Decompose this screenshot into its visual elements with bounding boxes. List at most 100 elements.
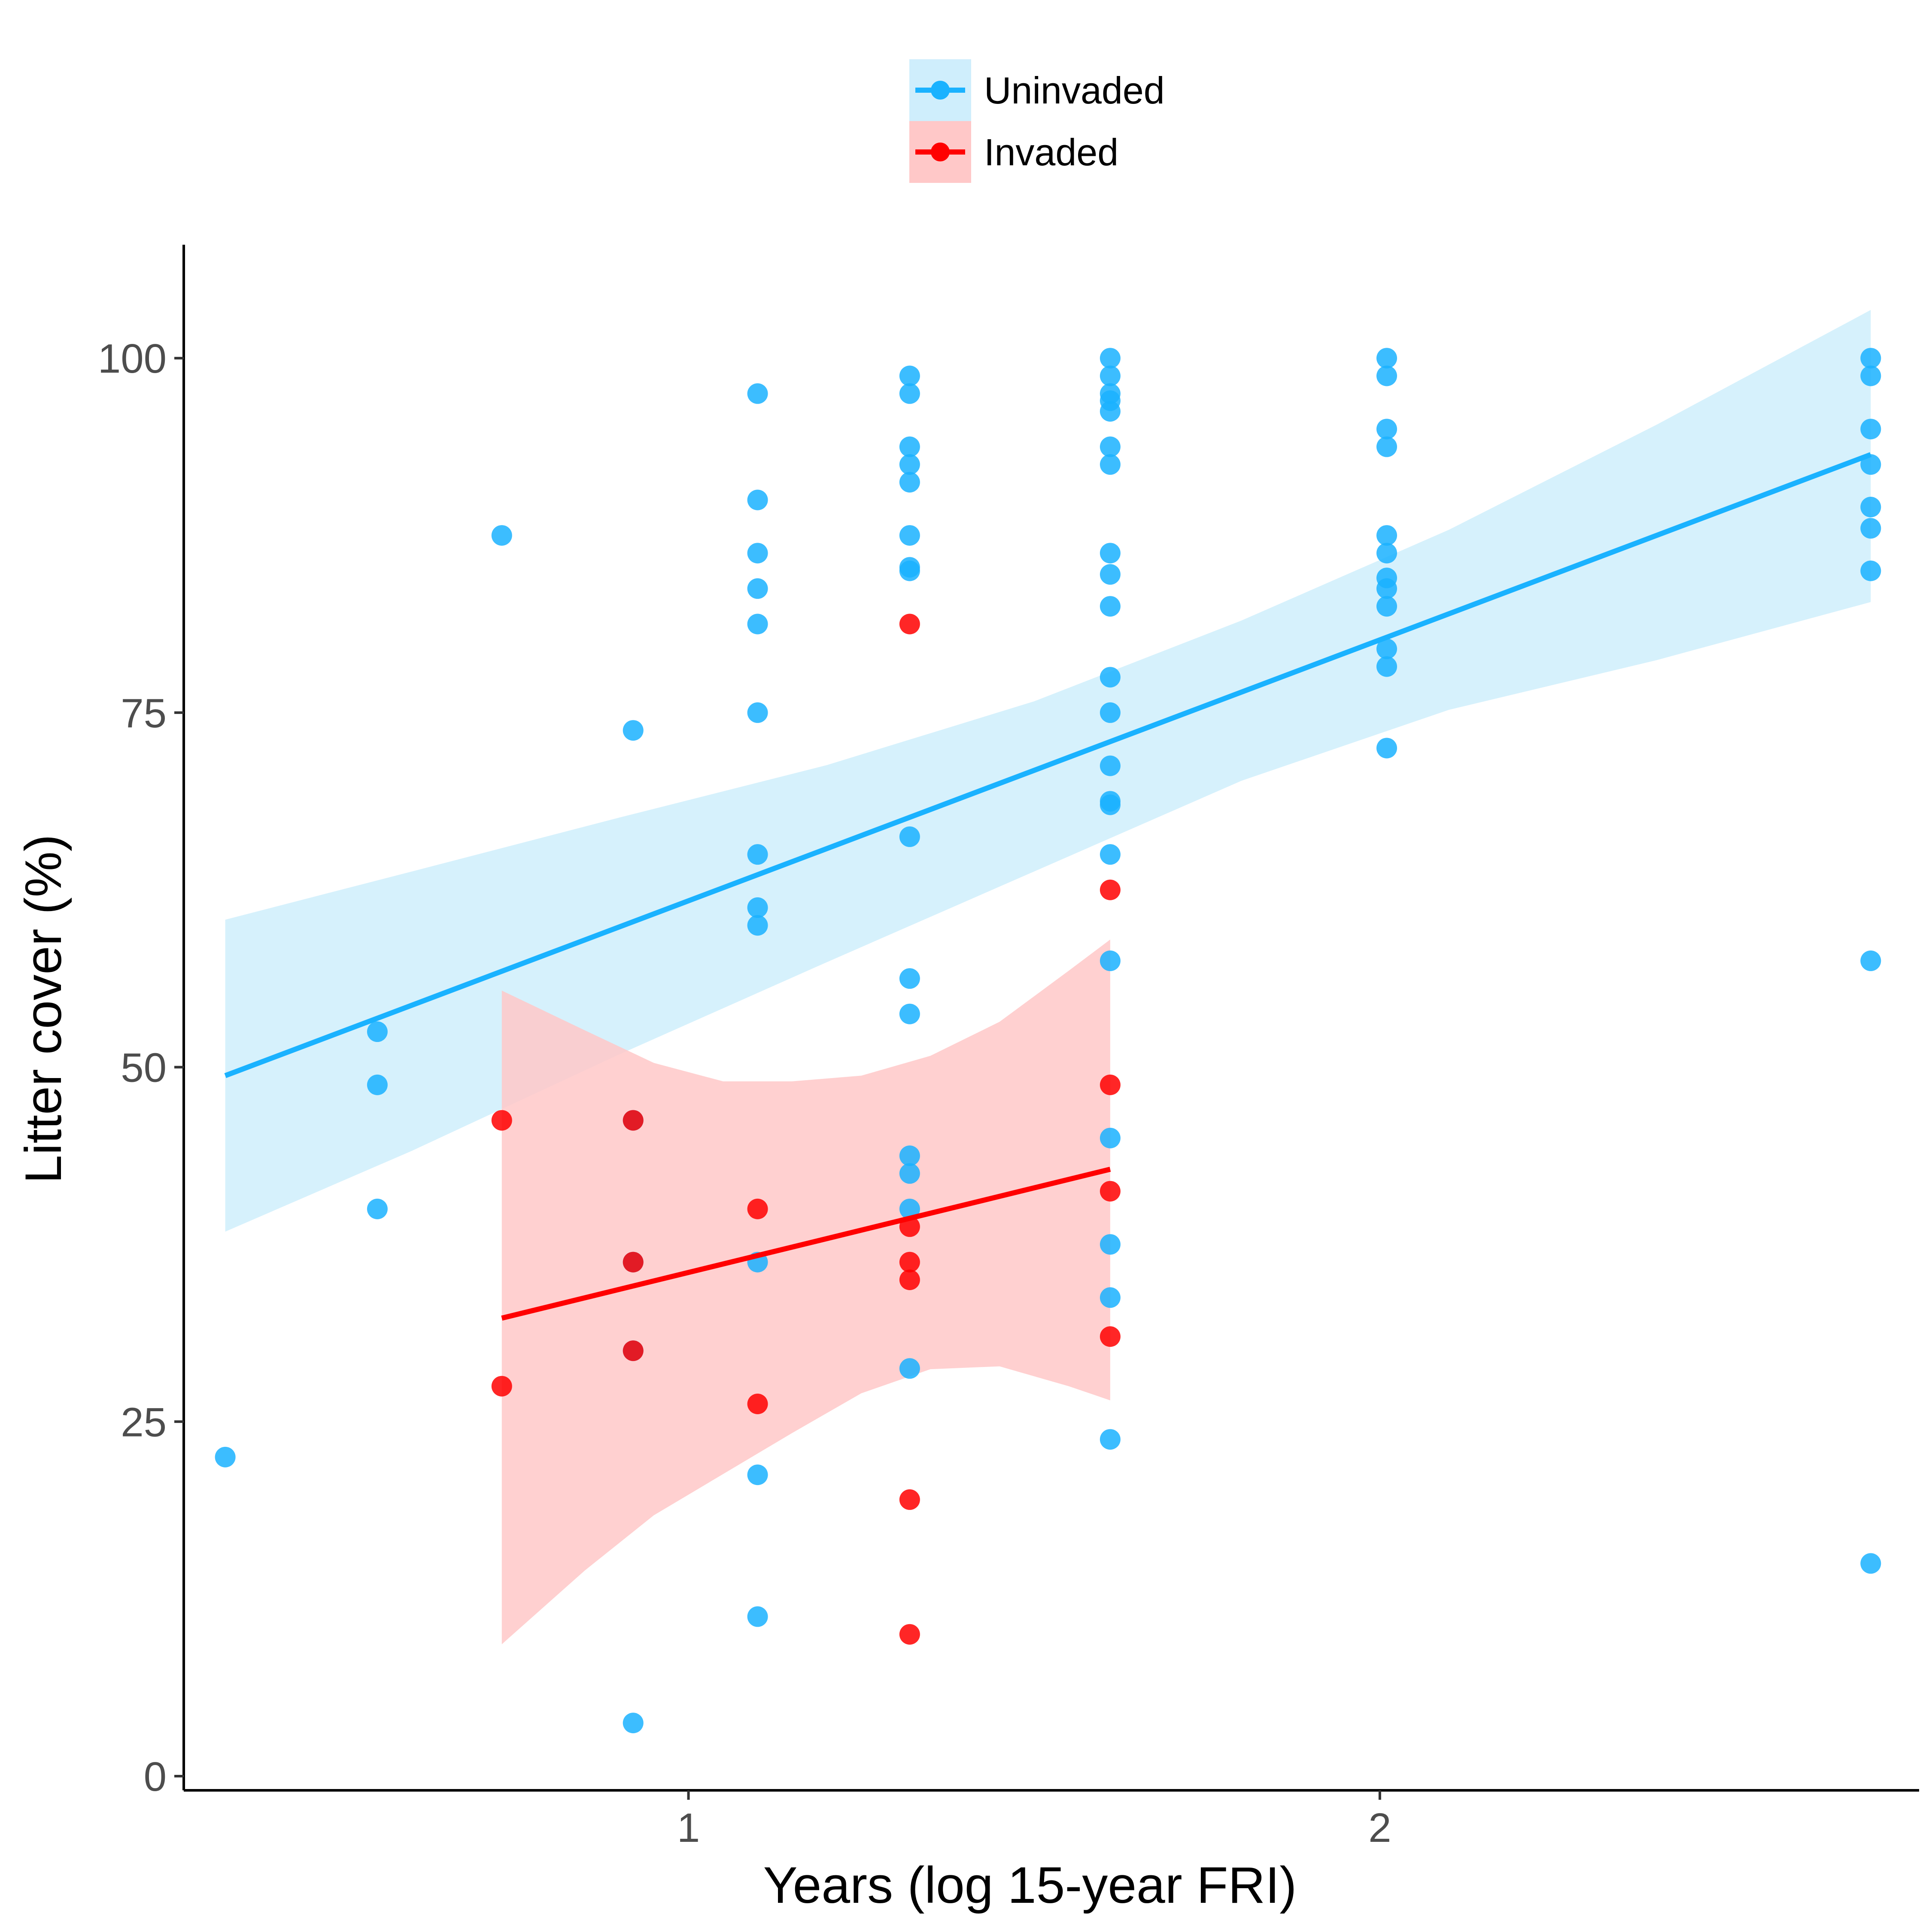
- legend-key-point: [931, 143, 950, 161]
- point-invaded: [899, 1624, 920, 1645]
- point-uninvaded: [747, 844, 768, 865]
- point-uninvaded: [899, 560, 920, 581]
- point-invaded: [491, 1110, 512, 1131]
- point-uninvaded: [899, 365, 920, 386]
- point-uninvaded: [899, 383, 920, 404]
- point-invaded: [623, 1110, 644, 1131]
- point-uninvaded: [1100, 436, 1121, 457]
- point-uninvaded: [367, 1074, 388, 1095]
- fit-line-invaded: [501, 1166, 1111, 1321]
- point-uninvaded: [1376, 543, 1397, 564]
- point-uninvaded: [747, 543, 768, 564]
- point-uninvaded: [1376, 638, 1397, 659]
- point-uninvaded: [1100, 596, 1121, 617]
- point-uninvaded: [1860, 497, 1881, 518]
- point-uninvaded: [747, 897, 768, 918]
- point-uninvaded: [1376, 419, 1397, 440]
- point-invaded: [1100, 879, 1121, 900]
- point-uninvaded: [899, 826, 920, 847]
- point-uninvaded: [1100, 794, 1121, 815]
- point-uninvaded: [491, 525, 512, 546]
- point-uninvaded: [1100, 702, 1121, 723]
- point-invaded: [623, 1252, 644, 1273]
- y-tick-label: 0: [144, 1754, 167, 1800]
- point-uninvaded: [1100, 755, 1121, 776]
- point-uninvaded: [1376, 656, 1397, 677]
- confidence-bands: [225, 310, 1871, 1644]
- point-uninvaded: [899, 1163, 920, 1184]
- point-uninvaded: [1376, 596, 1397, 617]
- point-uninvaded: [1860, 365, 1881, 386]
- point-uninvaded: [1100, 401, 1121, 422]
- point-uninvaded: [747, 614, 768, 635]
- data-points: [215, 348, 1881, 1734]
- point-uninvaded: [899, 472, 920, 493]
- point-uninvaded: [1100, 365, 1121, 386]
- point-uninvaded: [1376, 738, 1397, 759]
- point-uninvaded: [1100, 348, 1121, 369]
- legend-item-uninvaded: Uninvaded: [909, 59, 1165, 121]
- legend-key-point: [931, 81, 950, 100]
- point-uninvaded: [1860, 950, 1881, 971]
- point-invaded: [899, 1270, 920, 1291]
- point-uninvaded: [899, 436, 920, 457]
- point-uninvaded: [1100, 1287, 1121, 1308]
- x-axis-title: Years (log 15-year FRI): [763, 1856, 1297, 1914]
- x-tick-label: 1: [677, 1805, 700, 1851]
- point-invaded: [1100, 1326, 1121, 1347]
- legend: Uninvaded Invaded: [909, 59, 1165, 183]
- point-uninvaded: [1860, 518, 1881, 539]
- point-uninvaded: [1100, 1127, 1121, 1148]
- point-uninvaded: [1860, 454, 1881, 475]
- point-uninvaded: [1860, 1553, 1881, 1574]
- point-uninvaded: [1100, 454, 1121, 475]
- point-invaded: [491, 1376, 512, 1397]
- confidence-band-uninvaded: [225, 310, 1871, 1232]
- point-invaded: [747, 1394, 768, 1414]
- point-uninvaded: [747, 1606, 768, 1627]
- point-uninvaded: [1376, 578, 1397, 599]
- point-uninvaded: [1860, 348, 1881, 369]
- point-uninvaded: [899, 1003, 920, 1024]
- point-invaded: [899, 1489, 920, 1510]
- point-uninvaded: [623, 720, 644, 741]
- fit-lines: [224, 452, 1872, 1321]
- point-uninvaded: [1100, 1429, 1121, 1450]
- confidence-band-invaded: [501, 939, 1110, 1644]
- point-uninvaded: [899, 454, 920, 475]
- point-uninvaded: [747, 489, 768, 510]
- point-invaded: [899, 614, 920, 635]
- legend-label: Invaded: [984, 131, 1118, 173]
- point-uninvaded: [899, 1198, 920, 1219]
- point-uninvaded: [899, 968, 920, 989]
- y-tick-label: 100: [98, 336, 167, 382]
- point-uninvaded: [747, 383, 768, 404]
- x-tick-label: 2: [1368, 1805, 1391, 1851]
- point-uninvaded: [1100, 667, 1121, 688]
- legend-label: Uninvaded: [984, 69, 1165, 112]
- point-uninvaded: [1376, 348, 1397, 369]
- point-uninvaded: [899, 1358, 920, 1379]
- point-uninvaded: [1100, 844, 1121, 865]
- fit-line-uninvaded: [224, 452, 1872, 1078]
- point-invaded: [747, 1198, 768, 1219]
- point-uninvaded: [1860, 560, 1881, 581]
- point-uninvaded: [747, 578, 768, 599]
- point-uninvaded: [1100, 564, 1121, 585]
- legend-item-invaded: Invaded: [909, 121, 1118, 183]
- y-axis-ticks: 0 25 50 75 100: [98, 336, 184, 1800]
- y-axis-title: Litter cover (%): [15, 834, 72, 1184]
- point-invaded: [1100, 1074, 1121, 1095]
- point-uninvaded: [623, 1713, 644, 1734]
- point-uninvaded: [747, 915, 768, 936]
- y-tick-label: 25: [121, 1399, 167, 1445]
- point-uninvaded: [367, 1198, 388, 1219]
- point-uninvaded: [1860, 419, 1881, 440]
- point-uninvaded: [747, 702, 768, 723]
- point-uninvaded: [367, 1021, 388, 1042]
- point-uninvaded: [215, 1446, 236, 1467]
- point-uninvaded: [899, 525, 920, 546]
